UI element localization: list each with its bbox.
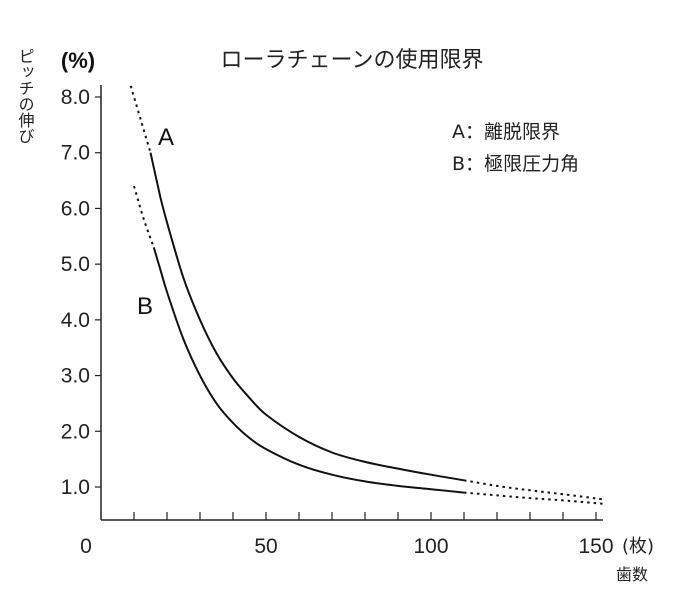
legend-text-b: 極限圧力角	[484, 153, 579, 175]
y-axis-label: ピッチの伸び	[16, 48, 35, 144]
series-a-extrapolation	[129, 85, 152, 153]
legend-text-a: 離脱限界	[484, 121, 560, 143]
series-a-extrapolation	[463, 479, 603, 501]
curve-label-a: A	[158, 124, 174, 151]
legend-sep-a: ：	[465, 121, 484, 143]
y-tick-label: 3.0	[61, 365, 90, 388]
y-axis-unit: (%)	[61, 48, 95, 73]
curve-label-b: B	[137, 293, 153, 320]
curves	[129, 85, 603, 505]
x-tick-label: 150	[578, 535, 613, 558]
y-tick-label: 6.0	[61, 197, 90, 220]
legend: A：離脱限界 B：極限圧力角	[452, 121, 579, 175]
x-tick-label: 100	[413, 535, 448, 558]
y-tick-label: 8.0	[61, 86, 90, 109]
y-tick-label: 1.0	[61, 476, 90, 499]
legend-entry-b: B：極限圧力角	[452, 153, 579, 175]
legend-entry-a: A：離脱限界	[452, 121, 560, 143]
legend-key-b: B	[452, 153, 465, 175]
chart-title: ローラチェーンの使用限界	[221, 48, 484, 73]
legend-sep-b: ：	[465, 153, 484, 175]
y-tick-label: 7.0	[61, 142, 90, 165]
y-ticks: 1.0 2.0 3.0 4.0 5.0 6.0 7.0 8.0	[61, 86, 101, 499]
x-ticks: 0 50 100 150	[80, 512, 614, 558]
y-tick-label: 5.0	[61, 253, 90, 276]
series-b-extrapolation	[463, 491, 603, 505]
series-a-line	[149, 152, 465, 482]
series-b-extrapolation	[133, 185, 155, 248]
x-tick-label: 0	[80, 535, 92, 558]
x-tick-label: 50	[254, 535, 277, 558]
y-tick-label: 4.0	[61, 309, 90, 332]
x-axis-unit: (枚)	[622, 536, 654, 557]
x-axis-label: 歯数	[616, 565, 648, 584]
y-tick-label: 2.0	[61, 420, 90, 443]
series-b-line	[152, 247, 465, 494]
legend-key-a: A	[452, 121, 465, 143]
